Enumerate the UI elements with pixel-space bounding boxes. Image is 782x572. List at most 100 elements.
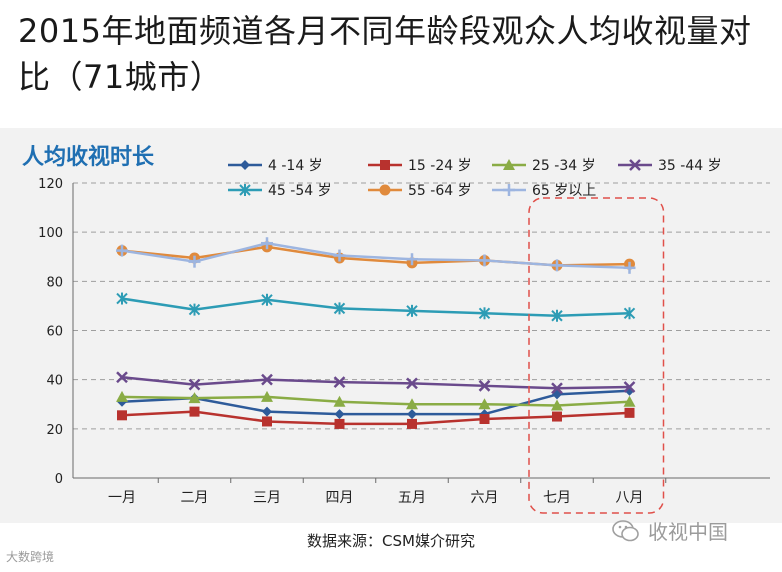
data-point bbox=[379, 184, 391, 196]
page-title: 2015年地面频道各月不同年龄段观众人均收视量对比（71城市） bbox=[18, 12, 752, 96]
data-point-stroke bbox=[551, 382, 563, 395]
data-point bbox=[188, 392, 201, 404]
data-point-stroke bbox=[629, 159, 641, 171]
x-tick-label: 一月 bbox=[108, 490, 136, 506]
legend-item: 35 -44 岁 bbox=[618, 158, 722, 174]
watermark-right: 收视中国 bbox=[612, 516, 728, 545]
series bbox=[117, 406, 635, 429]
y-tick-label: 0 bbox=[55, 472, 63, 487]
legend: 4 -14 岁 15 -24 岁 25 -34 岁 35 -44 岁 45 -54 岁 5… bbox=[228, 158, 722, 199]
y-tick-label: 40 bbox=[46, 374, 63, 389]
x-tick-label: 四月 bbox=[326, 490, 354, 506]
data-point bbox=[261, 237, 273, 250]
data-point bbox=[188, 303, 201, 316]
data-point bbox=[551, 259, 563, 272]
watermark-left: 大数跨境 bbox=[6, 550, 55, 564]
x-tick-label: 七月 bbox=[543, 490, 571, 506]
x-tick-label: 三月 bbox=[253, 490, 281, 506]
data-point bbox=[334, 409, 345, 420]
data-point-stroke bbox=[406, 377, 418, 390]
legend-label: 35 -44 岁 bbox=[658, 158, 722, 174]
series-layer bbox=[116, 237, 636, 429]
source-note: 数据来源：CSM媒介研究 bbox=[307, 532, 475, 550]
y-tick-label: 100 bbox=[38, 226, 63, 241]
data-point bbox=[406, 253, 418, 266]
data-point bbox=[623, 395, 636, 407]
legend-item: 15 -24 岁 bbox=[368, 158, 472, 174]
x-tick-label: 八月 bbox=[616, 490, 644, 506]
legend-label: 55 -64 岁 bbox=[408, 183, 472, 199]
y-tick-label: 20 bbox=[46, 423, 63, 438]
series-line bbox=[121, 395, 630, 407]
data-point bbox=[333, 376, 346, 389]
data-point bbox=[623, 261, 636, 274]
x-tick-label: 二月 bbox=[181, 490, 209, 506]
legend-label: 25 -34 岁 bbox=[532, 158, 596, 174]
data-point bbox=[240, 160, 250, 170]
legend-item: 45 -54 岁 bbox=[228, 183, 332, 199]
highlight-box bbox=[528, 197, 665, 514]
series bbox=[116, 371, 636, 395]
data-point bbox=[261, 293, 273, 306]
data-point bbox=[188, 378, 201, 391]
y-tick-label: 60 bbox=[46, 325, 63, 340]
series-line bbox=[121, 375, 630, 390]
data-point bbox=[333, 249, 346, 262]
data-point bbox=[407, 418, 417, 429]
data-point bbox=[116, 244, 128, 257]
data-point bbox=[116, 390, 128, 402]
data-point bbox=[551, 399, 563, 411]
series bbox=[116, 237, 636, 274]
y-tick-label: 80 bbox=[46, 275, 63, 290]
data-point bbox=[116, 371, 128, 384]
data-point bbox=[116, 292, 128, 305]
data-point bbox=[333, 302, 346, 315]
data-point bbox=[262, 416, 272, 427]
series-line bbox=[121, 410, 630, 426]
grid-layer bbox=[73, 182, 770, 430]
data-point bbox=[334, 418, 345, 429]
data-point bbox=[407, 409, 417, 420]
legend-item: 4 -14 岁 bbox=[228, 158, 323, 174]
data-point-stroke bbox=[116, 371, 128, 384]
legend-label: 45 -54 岁 bbox=[268, 183, 332, 199]
data-point bbox=[478, 254, 491, 267]
data-point bbox=[380, 160, 390, 170]
x-tick-label: 六月 bbox=[471, 490, 499, 506]
data-point bbox=[261, 373, 273, 386]
data-point bbox=[261, 390, 273, 402]
data-point bbox=[406, 398, 418, 410]
legend-item: 25 -34 岁 bbox=[492, 158, 596, 174]
watermark-right-text: 收视中国 bbox=[648, 520, 728, 544]
chart-panel bbox=[0, 128, 782, 523]
data-point-stroke bbox=[478, 379, 491, 392]
data-point-stroke bbox=[188, 378, 201, 391]
data-point bbox=[239, 184, 251, 196]
y-tick-label: 120 bbox=[38, 177, 63, 192]
data-point bbox=[552, 411, 562, 422]
series-line bbox=[121, 389, 630, 416]
data-point bbox=[551, 309, 563, 322]
legend-label: 65 岁以上 bbox=[532, 183, 596, 199]
legend-item: 55 -64 岁 bbox=[368, 183, 472, 199]
x-tick-label: 五月 bbox=[398, 490, 426, 506]
data-point bbox=[406, 377, 418, 390]
data-point bbox=[406, 304, 418, 317]
legend-label: 4 -14 岁 bbox=[268, 158, 323, 174]
data-point bbox=[262, 406, 272, 417]
data-point-stroke bbox=[261, 373, 273, 386]
wechat-icon bbox=[612, 519, 639, 541]
series bbox=[116, 292, 636, 322]
series-line bbox=[121, 297, 630, 317]
series-line bbox=[121, 241, 630, 270]
legend-label: 15 -24 岁 bbox=[408, 158, 472, 174]
data-point bbox=[478, 398, 491, 410]
data-point bbox=[623, 307, 636, 320]
data-point bbox=[189, 406, 200, 417]
data-point bbox=[478, 379, 491, 392]
data-point bbox=[503, 159, 515, 170]
data-point bbox=[478, 307, 491, 320]
chart-title: 人均收视时长 bbox=[22, 144, 155, 170]
legend-item: 65 岁以上 bbox=[492, 183, 596, 199]
data-point bbox=[629, 159, 641, 171]
